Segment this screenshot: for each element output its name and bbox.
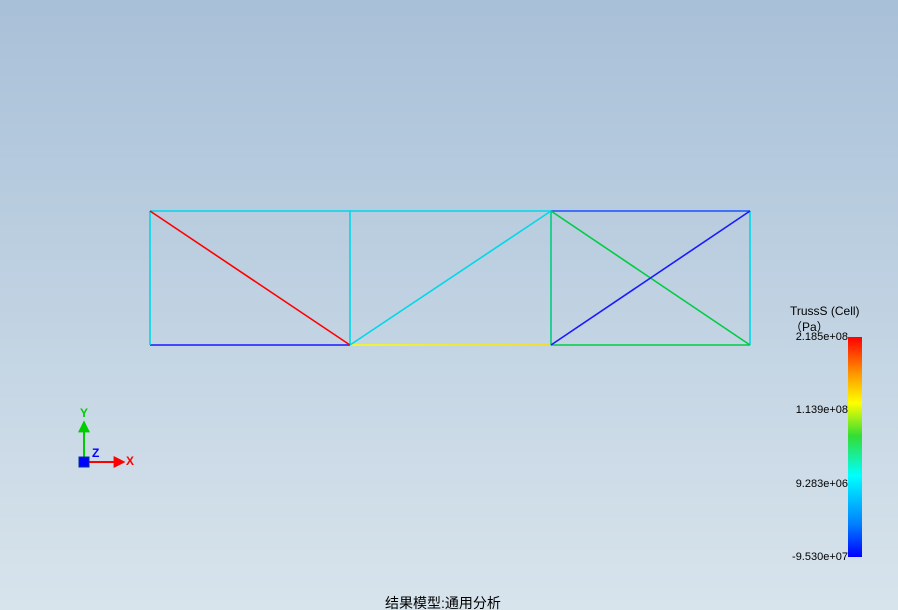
axis-triad[interactable]: X Y Z <box>59 404 149 494</box>
axis-x-label: X <box>126 454 134 468</box>
legend-colorbar <box>848 337 862 557</box>
truss-member <box>350 211 551 345</box>
legend-tick: -9.530e+07 <box>792 551 848 563</box>
truss-canvas <box>0 0 898 610</box>
truss-member <box>150 211 350 345</box>
viewport[interactable]: X Y Z TrussS (Cell) （Pa） 2.185e+081.139e… <box>0 0 898 610</box>
legend-tick: 9.283e+06 <box>796 478 848 490</box>
legend-tick: 1.139e+08 <box>796 404 848 416</box>
color-legend: TrussS (Cell) （Pa） 2.185e+081.139e+089.2… <box>790 304 862 557</box>
footer-label: 结果模型:通用分析 <box>385 593 501 610</box>
legend-title-line1: TrussS (Cell) <box>790 304 860 318</box>
axis-y-label: Y <box>80 406 88 420</box>
legend-tick: 2.185e+08 <box>796 331 848 343</box>
legend-ticks: 2.185e+081.139e+089.283e+06-9.530e+07 <box>790 337 848 557</box>
axis-z-label: Z <box>92 446 99 460</box>
